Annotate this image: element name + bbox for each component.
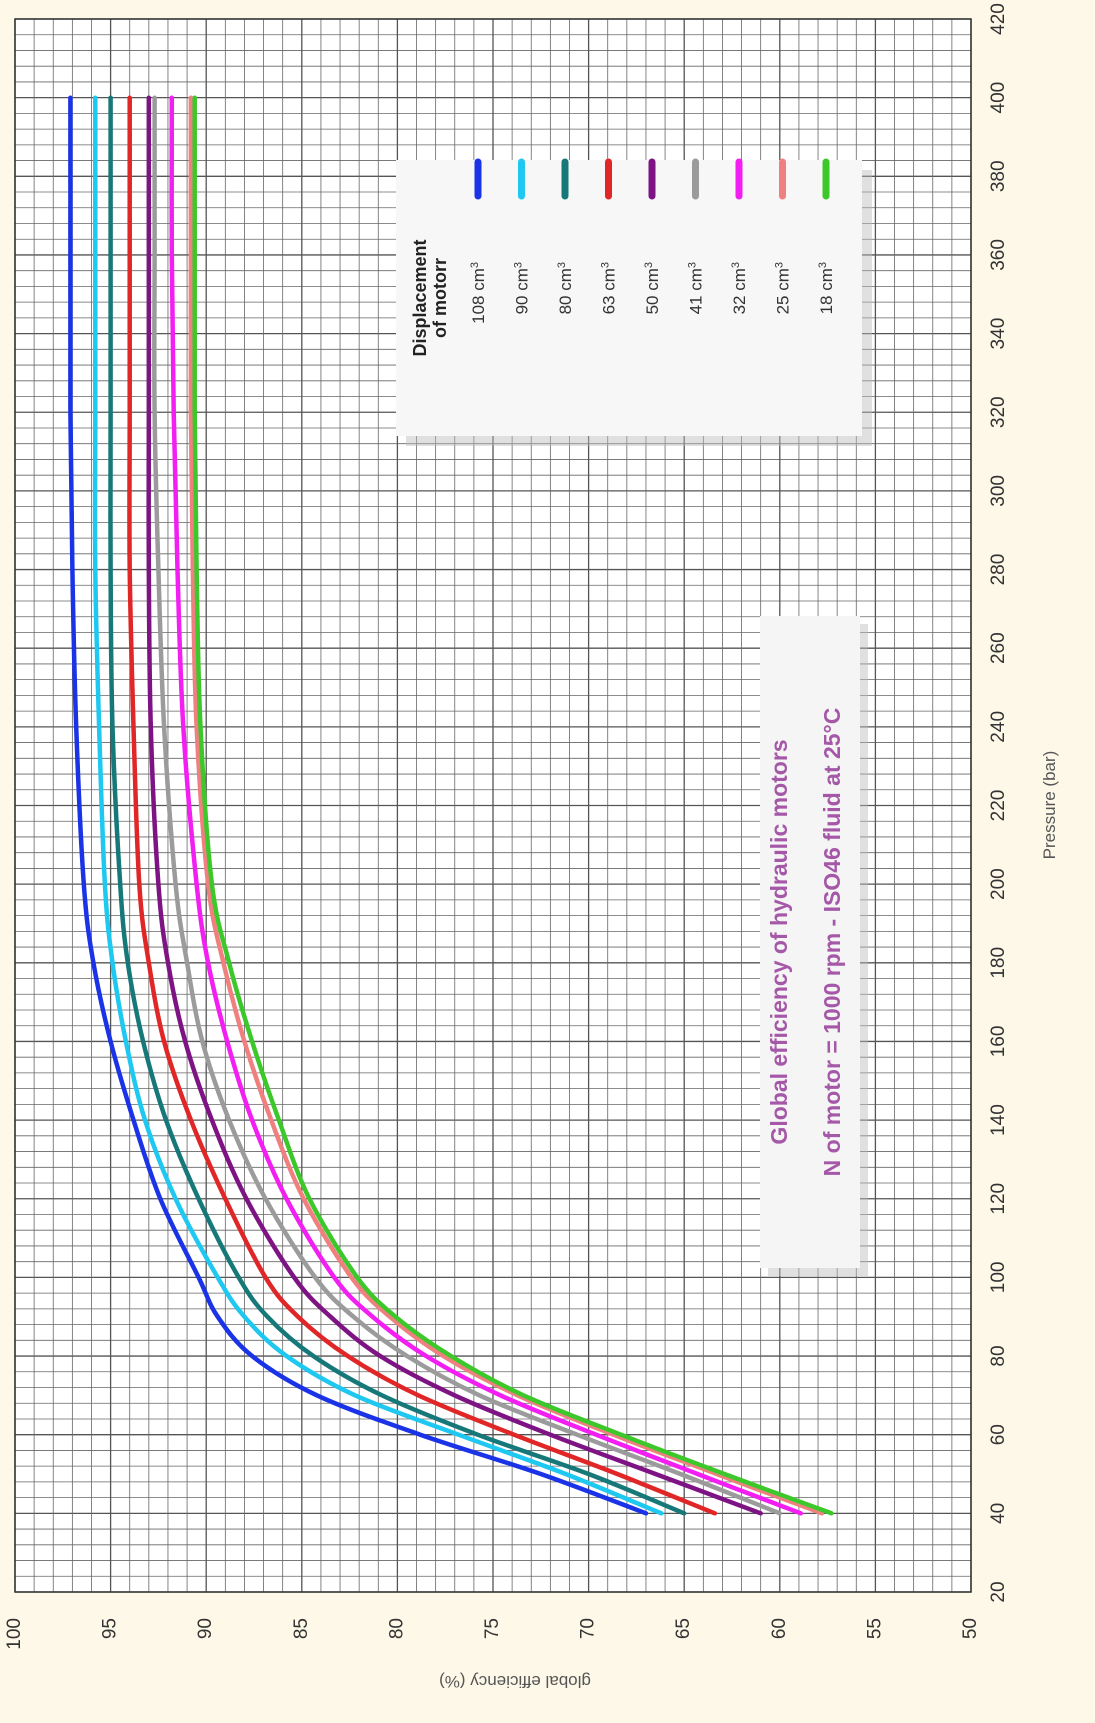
x-tick-label: 360 xyxy=(988,239,1009,271)
legend-label-7: 32 cm3 xyxy=(730,262,749,314)
x-tick-label: 260 xyxy=(988,632,1009,664)
y-tick-label: 60 xyxy=(769,1618,790,1639)
y-tick-label: 50 xyxy=(960,1618,981,1639)
legend-label-4: 63 cm3 xyxy=(600,262,619,314)
x-tick-label: 300 xyxy=(988,475,1009,507)
legend-label-9: 18 cm3 xyxy=(817,262,836,314)
y-tick-label: 95 xyxy=(100,1618,121,1639)
legend: Displacement of motorr 108 cm3 90 cm3 80 c… xyxy=(396,158,872,446)
x-tick-label: 100 xyxy=(988,1262,1009,1294)
x-tick-label: 280 xyxy=(988,554,1009,586)
legend-label-2: 90 cm3 xyxy=(513,262,532,314)
x-tick-label: 240 xyxy=(988,711,1009,743)
y-tick-label: 80 xyxy=(386,1618,407,1639)
legend-label-8: 25 cm3 xyxy=(774,262,793,314)
series-line-3 xyxy=(108,95,687,1516)
legend-background xyxy=(396,160,862,436)
x-tick-label: 120 xyxy=(988,1183,1009,1215)
x-tick-label: 80 xyxy=(988,1345,1009,1366)
legend-title-line-2: of motorr xyxy=(430,258,450,338)
x-tick-label: 60 xyxy=(988,1424,1009,1445)
y-tick-label: 65 xyxy=(673,1618,694,1639)
series-line-4 xyxy=(127,95,718,1516)
x-tick-label: 320 xyxy=(988,396,1009,428)
annotation-title: Global efficiency of hydraulic motors xyxy=(766,739,792,1144)
y-tick-label: 75 xyxy=(482,1618,503,1639)
tick-labels: 20 40 60 80 100 120 140 160 180 200 220 240 260 280 30… xyxy=(4,3,1009,1650)
x-tick-label: 380 xyxy=(988,160,1009,192)
annotation-background xyxy=(760,616,860,1268)
plot-frame xyxy=(14,18,972,1593)
legend-label-5: 50 cm3 xyxy=(643,262,662,314)
annotation-box: Global efficiency of hydraulic motors N … xyxy=(760,616,868,1276)
series-line-1 xyxy=(68,95,649,1516)
series-line-8 xyxy=(188,95,825,1516)
x-tick-label: 340 xyxy=(988,318,1009,350)
y-tick-label: 100 xyxy=(4,1618,25,1650)
y-axis-title: global efficiency (%) xyxy=(439,1672,591,1691)
y-tick-label: 55 xyxy=(864,1618,885,1639)
x-tick-label: 200 xyxy=(988,868,1009,900)
series-line-6 xyxy=(152,95,783,1516)
x-tick-label: 180 xyxy=(988,947,1009,979)
series-line-2 xyxy=(92,95,664,1516)
series-line-5 xyxy=(146,95,763,1516)
series-line-7 xyxy=(169,95,804,1516)
x-tick-label: 20 xyxy=(988,1581,1009,1602)
series-line-9 xyxy=(192,95,834,1516)
y-tick-label: 70 xyxy=(578,1618,599,1639)
x-axis-title: Pressure (bar) xyxy=(1040,751,1059,860)
x-tick-label: 400 xyxy=(988,82,1009,114)
legend-title-line-1: Displacement xyxy=(410,239,430,356)
series-lines xyxy=(68,95,834,1516)
x-tick-label: 40 xyxy=(988,1503,1009,1524)
x-tick-label: 420 xyxy=(988,3,1009,35)
annotation-subtitle: N of motor = 1000 rpm - ISO46 fluid at 2… xyxy=(819,708,845,1177)
x-tick-label: 140 xyxy=(988,1104,1009,1136)
legend-label-6: 41 cm3 xyxy=(687,262,706,314)
x-tick-label: 160 xyxy=(988,1026,1009,1058)
y-tick-label: 90 xyxy=(195,1618,216,1639)
legend-label-1: 108 cm3 xyxy=(469,262,488,324)
y-tick-label: 85 xyxy=(291,1618,312,1639)
x-tick-label: 220 xyxy=(988,790,1009,822)
legend-label-3: 80 cm3 xyxy=(556,262,575,314)
